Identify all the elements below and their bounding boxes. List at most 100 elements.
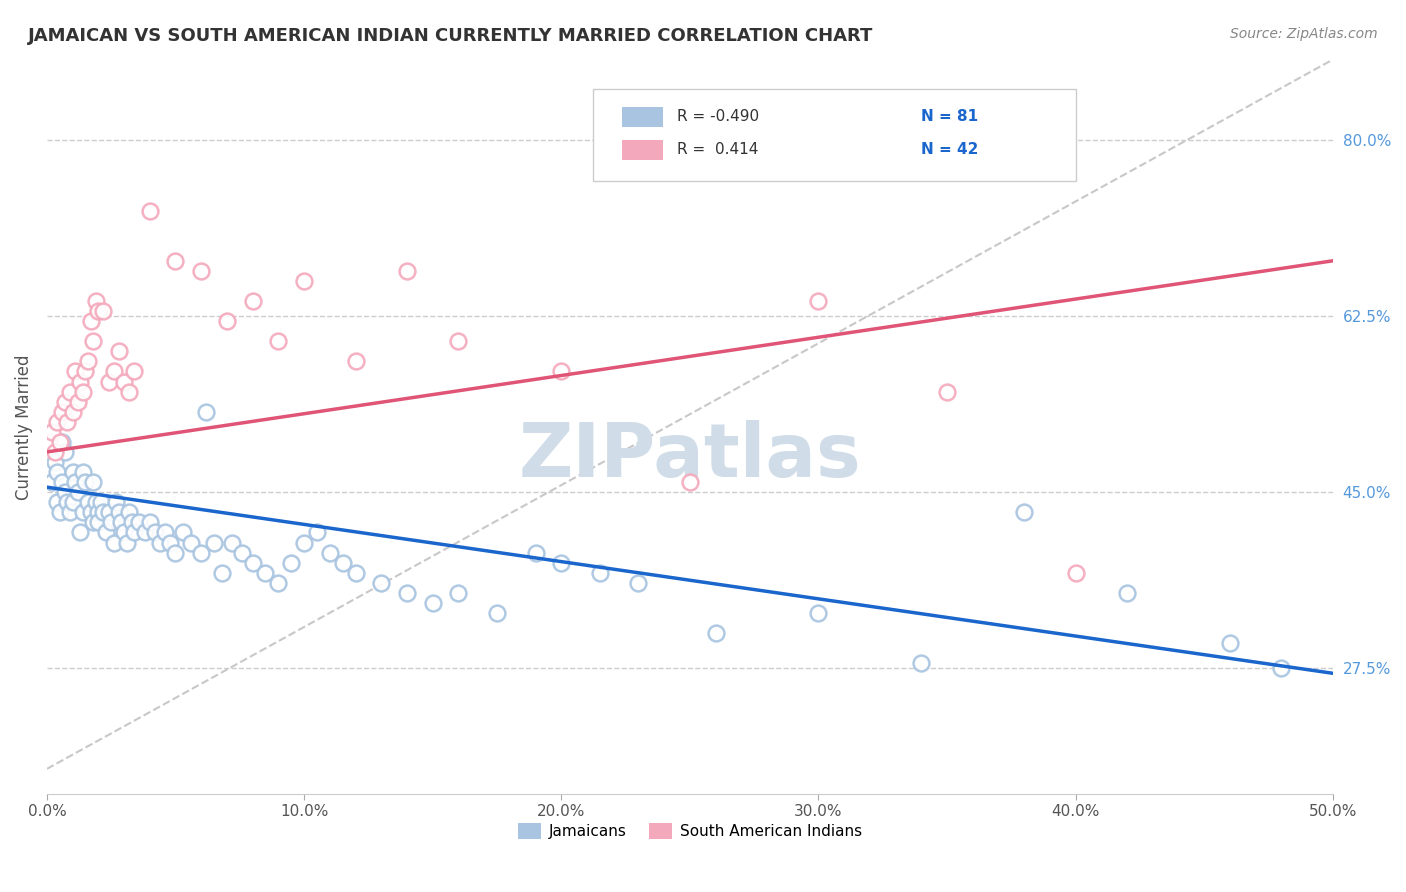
- Point: [66, 394, 89, 409]
- Legend: Jamaicans, South American Indians: Jamaicans, South American Indians: [512, 817, 868, 845]
- Point: [84, 294, 107, 309]
- Point: [190, 264, 212, 278]
- Point: [79, 314, 101, 328]
- Point: [90, 495, 112, 509]
- FancyBboxPatch shape: [593, 89, 1076, 181]
- Point: [485, 606, 508, 620]
- Point: [97, 505, 120, 519]
- Point: [44, 445, 66, 459]
- Point: [112, 375, 135, 389]
- Point: [231, 545, 253, 559]
- Point: [75, 364, 97, 378]
- Text: Source: ZipAtlas.com: Source: ZipAtlas.com: [1230, 27, 1378, 41]
- Point: [53, 485, 76, 500]
- Point: [59, 505, 82, 519]
- Point: [118, 384, 141, 399]
- Point: [51, 434, 73, 449]
- Point: [280, 556, 302, 570]
- Point: [195, 405, 218, 419]
- Point: [149, 535, 172, 549]
- Point: [1116, 586, 1139, 600]
- Point: [44, 455, 66, 469]
- Point: [77, 354, 100, 368]
- Point: [108, 505, 131, 519]
- Point: [62, 465, 84, 479]
- Point: [63, 364, 86, 378]
- Point: [292, 274, 315, 288]
- Point: [221, 535, 243, 549]
- Text: R = -0.490: R = -0.490: [676, 110, 759, 124]
- Point: [115, 535, 138, 549]
- Text: ZIPatlas: ZIPatlas: [519, 419, 860, 492]
- Point: [215, 314, 238, 328]
- Text: N = 81: N = 81: [921, 110, 979, 124]
- Point: [93, 505, 115, 519]
- Point: [305, 525, 328, 540]
- Point: [72, 465, 94, 479]
- Point: [344, 354, 367, 368]
- Point: [422, 596, 444, 610]
- Point: [103, 364, 125, 378]
- Point: [41, 425, 63, 439]
- Point: [53, 394, 76, 409]
- Point: [77, 495, 100, 509]
- Point: [51, 405, 73, 419]
- Point: [48, 505, 70, 519]
- Point: [82, 516, 104, 530]
- Point: [105, 495, 128, 509]
- Point: [56, 415, 79, 429]
- Point: [94, 525, 117, 540]
- Point: [704, 626, 727, 640]
- Point: [395, 264, 418, 278]
- Point: [679, 475, 702, 490]
- Point: [87, 304, 110, 318]
- Point: [56, 495, 79, 509]
- Point: [46, 495, 69, 509]
- Point: [180, 535, 202, 549]
- FancyBboxPatch shape: [621, 140, 662, 161]
- Point: [319, 545, 342, 559]
- Point: [447, 586, 470, 600]
- Point: [395, 586, 418, 600]
- Point: [172, 525, 194, 540]
- Point: [100, 516, 122, 530]
- Point: [254, 566, 277, 580]
- Point: [124, 525, 146, 540]
- Point: [46, 465, 69, 479]
- Point: [84, 495, 107, 509]
- Point: [110, 516, 132, 530]
- Point: [69, 525, 91, 540]
- Point: [153, 525, 176, 540]
- Point: [82, 475, 104, 490]
- Point: [46, 415, 69, 429]
- Point: [128, 516, 150, 530]
- Point: [139, 516, 162, 530]
- Point: [41, 475, 63, 490]
- Point: [48, 434, 70, 449]
- Point: [143, 525, 166, 540]
- Point: [550, 556, 572, 570]
- Point: [79, 505, 101, 519]
- Point: [807, 606, 830, 620]
- Point: [69, 375, 91, 389]
- Point: [108, 344, 131, 359]
- Point: [134, 525, 156, 540]
- Point: [38, 434, 60, 449]
- Point: [103, 535, 125, 549]
- Point: [589, 566, 612, 580]
- Point: [62, 495, 84, 509]
- Point: [292, 535, 315, 549]
- Point: [66, 485, 89, 500]
- Point: [165, 253, 187, 268]
- Point: [53, 445, 76, 459]
- Point: [1270, 661, 1292, 675]
- Point: [211, 566, 233, 580]
- Point: [936, 384, 959, 399]
- Point: [72, 505, 94, 519]
- Point: [118, 505, 141, 519]
- Point: [242, 294, 264, 309]
- Point: [75, 475, 97, 490]
- Point: [524, 545, 547, 559]
- Point: [93, 304, 115, 318]
- Point: [267, 334, 290, 349]
